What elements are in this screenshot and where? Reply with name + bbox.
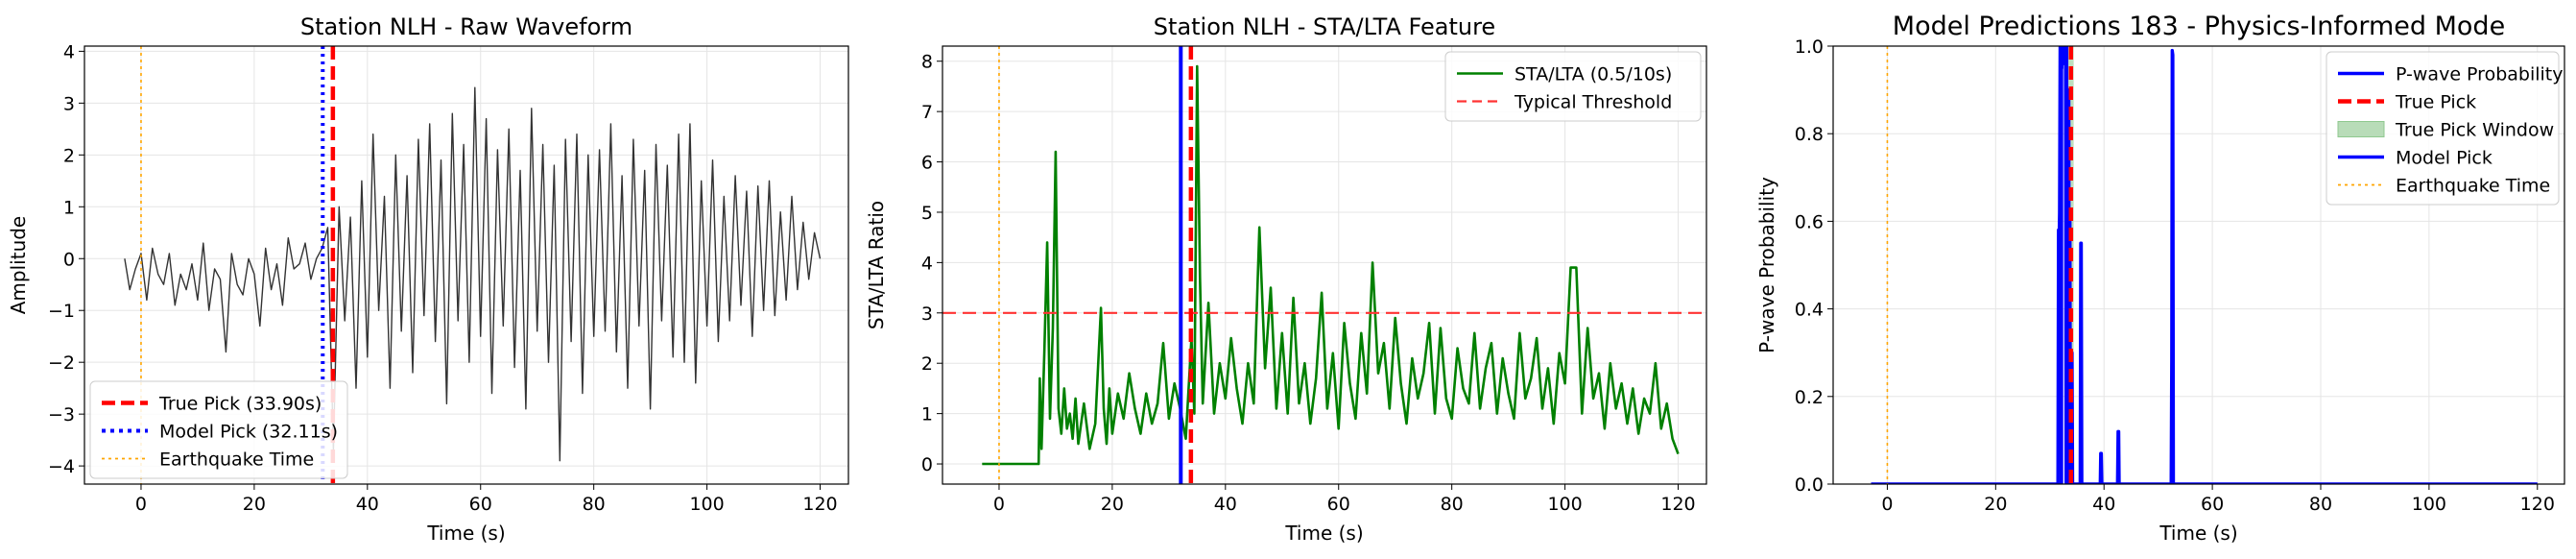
sta-lta-y-tick-label: 6 <box>921 153 933 174</box>
waveform-y-tick-label: −3 <box>48 404 75 425</box>
waveform-legend: True Pick (33.90s) Model Pick (32.11s) Ear… <box>89 380 348 479</box>
sta-lta-x-tick-label: 80 <box>1441 494 1464 515</box>
predictions-y-tick-label: 0.4 <box>1795 300 1824 321</box>
predictions-ylabel: P-wave Probability <box>1755 177 1778 353</box>
predictions-y-tick-label: 0.2 <box>1795 387 1824 408</box>
waveform-legend-box <box>89 380 348 479</box>
sta-lta-y-tick-label: 3 <box>921 304 933 325</box>
predictions-x-tick-label: 80 <box>2309 494 2332 515</box>
waveform-y-tick-label: 1 <box>63 197 75 218</box>
predictions-marks <box>1871 46 2538 484</box>
sta-lta-xlabel: Time (s) <box>1284 522 1363 545</box>
sta-lta-x-tick-label: 100 <box>1547 494 1582 515</box>
predictions-y-tick-label: 1.0 <box>1795 36 1824 58</box>
predictions-plot-area <box>1871 46 2538 484</box>
waveform-x-tick-label: 80 <box>583 494 606 515</box>
predictions-x-tick-label: 60 <box>2201 494 2224 515</box>
sta-lta-y-tick-label: 7 <box>921 102 933 123</box>
predictions-legend-label: Model Pick <box>2396 148 2493 169</box>
predictions-x-tick-label: 20 <box>1984 494 2007 515</box>
waveform-y-tick-label: 0 <box>63 249 75 270</box>
sta-lta-x-tick-label: 120 <box>1660 494 1695 515</box>
sta-lta-y-tick-label: 0 <box>921 454 933 475</box>
predictions-x-tick-label: 100 <box>2412 494 2446 515</box>
sta-lta-y-tick-label: 1 <box>921 404 933 425</box>
sta-lta-x-tick-label: 20 <box>1101 494 1124 515</box>
predictions-y-tick-label: 0.0 <box>1795 474 1824 496</box>
sta-lta-series-line <box>982 64 1680 466</box>
waveform-y-tick-label: −1 <box>48 301 75 322</box>
predictions-legend-label: Earthquake Time <box>2396 176 2550 197</box>
sta-lta-title: Station NLH - STA/LTA Feature <box>1154 13 1495 40</box>
predictions-x-tick-label: 0 <box>1881 494 1893 515</box>
waveform-y-tick-label: −4 <box>48 456 75 477</box>
predictions-legend: P-wave Probability True Pick True Pick Win… <box>2326 51 2564 206</box>
predictions-panel: 0 20 40 60 80 100 120 0.0 0.2 0.4 0.6 0.8 1.0 Model … <box>1755 12 2565 545</box>
sta-lta-y-tick-label: 4 <box>921 253 933 274</box>
waveform-ticks: 0 20 40 60 80 100 120 −4 −3 −2 −1 0 1 2 3 4 <box>48 41 838 515</box>
sta-lta-ylabel: STA/LTA Ratio <box>865 201 888 329</box>
sta-lta-marks <box>942 46 1706 484</box>
predictions-y-tick-label: 0.8 <box>1795 124 1824 145</box>
waveform-xlabel: Time (s) <box>426 522 505 545</box>
sta-lta-x-tick-label: 0 <box>993 494 1005 515</box>
waveform-y-tick-label: 2 <box>63 145 75 166</box>
sta-lta-legend-label: STA/LTA (0.5/10s) <box>1515 64 1672 85</box>
waveform-x-tick-label: 20 <box>243 494 266 515</box>
sta-lta-panel: 0 20 40 60 80 100 120 0 1 2 3 4 5 6 7 8 Station NLH - S… <box>865 13 1707 545</box>
waveform-ylabel: Amplitude <box>7 216 30 315</box>
waveform-y-tick-label: 3 <box>63 93 75 114</box>
sta-lta-legend-box <box>1444 51 1702 122</box>
sta-lta-legend-label: Typical Threshold <box>1514 92 1672 113</box>
predictions-legend-label: True Pick <box>2395 92 2476 113</box>
predictions-axes-frame <box>1832 45 2565 485</box>
waveform-x-tick-label: 60 <box>469 494 492 515</box>
sta-lta-legend: STA/LTA (0.5/10s) Typical Threshold <box>1444 51 1702 122</box>
predictions-y-tick-label: 0.6 <box>1795 211 1824 232</box>
waveform-x-tick-label: 120 <box>802 494 837 515</box>
predictions-xlabel: Time (s) <box>2159 522 2237 545</box>
predictions-legend-swatch <box>2337 121 2385 137</box>
predictions-legend-box <box>2326 51 2560 206</box>
waveform-axes-frame <box>83 45 849 485</box>
sta-lta-y-tick-label: 5 <box>921 203 933 224</box>
waveform-x-tick-label: 100 <box>689 494 724 515</box>
predictions-ticks: 0 20 40 60 80 100 120 0.0 0.2 0.4 0.6 0.8 1.0 <box>1795 36 2555 515</box>
waveform-y-tick-label: −2 <box>48 352 75 374</box>
predictions-x-tick-label: 40 <box>2092 494 2115 515</box>
sta-lta-y-tick-label: 8 <box>921 52 933 73</box>
predictions-legend-label: P-wave Probability <box>2396 64 2564 85</box>
waveform-x-tick-label: 40 <box>356 494 379 515</box>
predictions-title: Model Predictions 183 - Physics-Informed… <box>1893 12 2505 41</box>
sta-lta-ticks: 0 20 40 60 80 100 120 0 1 2 3 4 5 6 7 8 <box>921 52 1696 515</box>
sta-lta-y-tick-label: 2 <box>921 353 933 375</box>
sta-lta-x-tick-label: 40 <box>1214 494 1237 515</box>
waveform-legend-label: True Pick (33.90s) <box>158 394 322 415</box>
sta-lta-plot-area <box>942 46 1706 484</box>
waveform-x-tick-label: 0 <box>135 494 147 515</box>
waveform-legend-label: Earthquake Time <box>159 450 314 471</box>
predictions-legend-label: True Pick Window <box>2395 120 2554 141</box>
sta-lta-axes-frame <box>942 45 1707 485</box>
predictions-x-tick-label: 120 <box>2520 494 2555 515</box>
waveform-legend-label: Model Pick (32.11s) <box>159 422 338 443</box>
waveform-series-line <box>124 86 822 462</box>
waveform-title: Station NLH - Raw Waveform <box>300 13 632 40</box>
waveform-panel: 0 20 40 60 80 100 120 −4 −3 −2 −1 0 1 2 3 4 Station NLH… <box>7 13 849 545</box>
waveform-y-tick-label: 4 <box>63 41 75 62</box>
sta-lta-x-tick-label: 60 <box>1327 494 1350 515</box>
